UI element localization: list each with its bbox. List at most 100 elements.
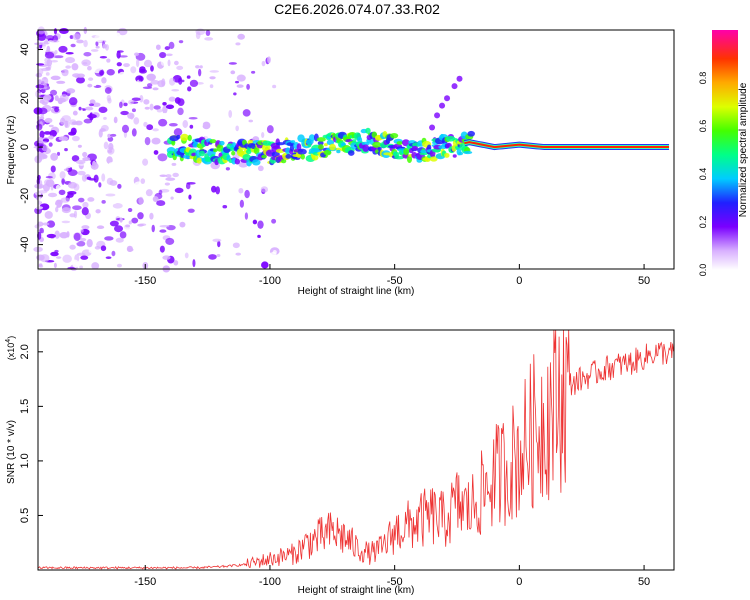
heatmap-noise-blob	[43, 131, 52, 135]
heatmap-noise-blob	[55, 206, 59, 213]
heatmap-noise-blob	[212, 238, 222, 243]
heatmap-noise-blob	[176, 65, 184, 71]
heatmap-noise-blob	[121, 124, 129, 133]
heatmap-noise-blob	[222, 204, 228, 209]
heatmap-noise-blob	[80, 255, 89, 260]
heatmap-noise-blob	[82, 62, 88, 65]
heatmap-band-blob	[275, 142, 286, 146]
heatmap-noise-blob	[131, 128, 137, 137]
heatmap-noise-blob	[188, 194, 192, 200]
heatmap-noise-blob	[99, 55, 108, 59]
heatmap-noise-blob	[248, 119, 254, 123]
heatmap-noise-blob	[106, 94, 111, 102]
heatmap-band-blob	[396, 141, 403, 145]
heatmap-noise-blob	[61, 207, 71, 214]
heatmap-noise-blob	[65, 57, 76, 64]
heatmap-noise-blob	[270, 251, 277, 256]
heatmap-noise-blob	[99, 69, 104, 76]
heatmap-noise-blob	[93, 174, 99, 183]
heatmap-noise-blob	[37, 197, 42, 206]
heatmap-noise-blob	[196, 120, 204, 129]
heatmap-noise-blob	[267, 56, 271, 64]
heatmap-noise-blob	[82, 70, 90, 74]
heatmap-noise-blob	[65, 65, 72, 69]
heatmap-noise-blob	[145, 220, 152, 225]
heatmap-noise-blob	[140, 178, 146, 184]
heatmap-noise-blob	[168, 41, 175, 50]
heatmap-noise-blob	[258, 230, 266, 236]
heatmap-band-blob	[323, 143, 328, 147]
heatmap-noise-blob	[116, 244, 121, 251]
heatmap-noise-blob	[128, 220, 132, 225]
heatmap-y-tick-label: 0	[19, 144, 31, 150]
heatmap-band-blob	[444, 152, 450, 158]
heatmap-noise-blob	[116, 50, 121, 59]
heatmap-noise-blob	[143, 59, 153, 68]
heatmap-noise-blob	[215, 186, 221, 195]
heatmap-noise-blob	[149, 212, 154, 220]
heatmap-noise-blob	[205, 30, 211, 36]
heatmap-noise-blob	[69, 119, 77, 126]
heatmap-noise-blob	[73, 232, 81, 242]
heatmap-noise-blob	[88, 103, 95, 107]
colorbar: 0.0 0.2 0.4 0.6 0.8 Normalized spectral ampl…	[698, 30, 749, 276]
heatmap-noise-blob	[55, 199, 63, 208]
heatmap-noise-blob	[236, 84, 244, 88]
heatmap-noise-blob	[152, 128, 159, 132]
heatmap-noise-blob	[216, 254, 221, 257]
heatmap-noise-blob	[159, 174, 167, 178]
heatmap-noise-blob	[90, 49, 99, 52]
heatmap-noise-blob	[48, 135, 54, 140]
heatmap-noise-blob	[88, 248, 98, 254]
heatmap-noise-blob	[119, 217, 123, 223]
heatmap-noise-blob	[50, 152, 59, 161]
heatmap-noise-blob	[159, 224, 170, 228]
heatmap-band-blob	[316, 137, 326, 142]
heatmap-noise-blob	[235, 252, 241, 256]
heatmap-noise-blob	[214, 89, 222, 97]
heatmap-band-blob	[209, 139, 217, 144]
heatmap-noise-blob	[271, 218, 277, 224]
heatmap-noise-blob	[95, 45, 100, 49]
heatmap-noise-blob	[157, 153, 168, 162]
colorbar-label: Normalized spectral amplitude	[738, 82, 749, 217]
heatmap-noise-blob	[76, 240, 86, 247]
heatmap-noise-blob	[209, 145, 215, 149]
heatmap-noise-blob	[159, 51, 167, 59]
heatmap-noise-blob	[103, 141, 109, 150]
heatmap-noise-blob	[187, 208, 195, 213]
heatmap-band-blob	[252, 159, 261, 166]
heatmap-noise-blob	[251, 70, 256, 74]
colorbar-tick-label: 0.2	[698, 216, 708, 229]
heatmap-noise-blob	[209, 76, 216, 80]
heatmap-noise-blob	[195, 65, 200, 69]
heatmap-noise-blob	[260, 186, 269, 193]
heatmap-noise-blob	[42, 222, 50, 226]
heatmap-noise-blob	[142, 158, 149, 166]
heatmap-noise-blob	[35, 84, 45, 89]
heatmap-noise-blob	[149, 103, 154, 111]
heatmap-noise-blob	[36, 63, 45, 66]
heatmap-noise-blob	[165, 174, 172, 178]
heatmap-band-blob	[390, 132, 399, 139]
heatmap-band-blob	[394, 155, 405, 160]
heatmap-noise-blob	[164, 182, 171, 186]
heatmap-noise-blob	[45, 35, 55, 41]
heatmap-noise-blob	[128, 99, 134, 105]
heatmap-band-blob	[234, 158, 241, 165]
heatmap-band-blob	[458, 151, 464, 156]
heatmap-noise-blob	[53, 28, 58, 35]
heatmap-noise-blob	[173, 128, 183, 137]
heatmap-noise-blob	[235, 125, 239, 132]
heatmap-noise-blob	[129, 223, 135, 231]
heatmap-noise-blob	[172, 172, 179, 178]
heatmap-noise-blob	[153, 105, 161, 110]
heatmap-noise-blob	[44, 57, 51, 66]
heatmap-noise-blob	[81, 174, 87, 182]
heatmap-noise-blob	[48, 142, 53, 147]
heatmap-band-blob	[336, 149, 341, 154]
heatmap-y-label: Frequency (Hz)	[6, 116, 17, 185]
heatmap-band-blob	[403, 147, 410, 156]
heatmap-noise-blob	[96, 225, 105, 230]
heatmap-y-ticks: -40 -20 0 20 40	[19, 43, 43, 253]
